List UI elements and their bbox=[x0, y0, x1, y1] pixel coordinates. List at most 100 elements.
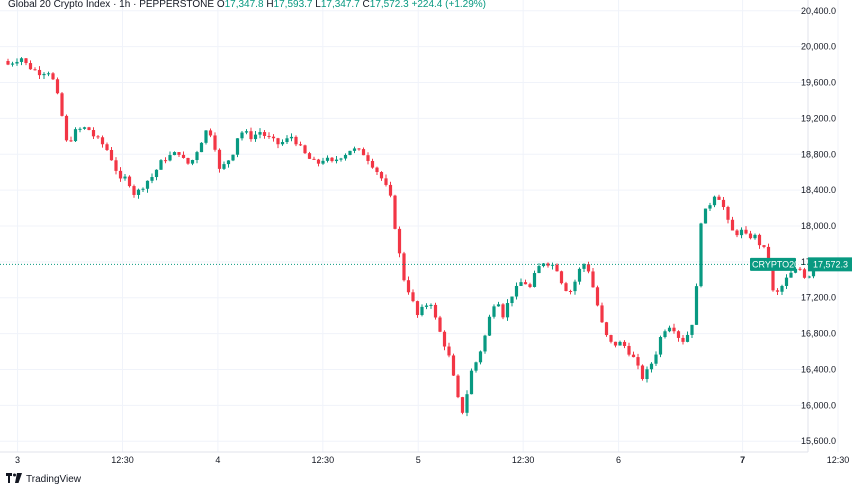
candle-body[interactable] bbox=[343, 154, 348, 159]
candle-body[interactable] bbox=[213, 135, 217, 150]
candle-body[interactable] bbox=[154, 169, 159, 178]
candle-body[interactable] bbox=[69, 140, 73, 142]
candle-body[interactable] bbox=[582, 264, 586, 269]
candle-body[interactable] bbox=[132, 186, 136, 195]
candle-body[interactable] bbox=[195, 152, 199, 160]
candle-body[interactable] bbox=[168, 155, 172, 161]
candle-body[interactable] bbox=[762, 245, 766, 247]
candle-body[interactable] bbox=[717, 196, 721, 200]
candle-body[interactable] bbox=[802, 269, 807, 278]
candle-body[interactable] bbox=[370, 160, 375, 168]
interval[interactable]: 1h bbox=[119, 0, 131, 10]
candle-body[interactable] bbox=[361, 149, 366, 156]
candle-body[interactable] bbox=[136, 189, 141, 195]
candle-body[interactable] bbox=[528, 284, 532, 287]
candle-body[interactable] bbox=[586, 264, 591, 272]
candle-body[interactable] bbox=[145, 180, 150, 189]
candle-body[interactable] bbox=[744, 229, 748, 234]
candle-body[interactable] bbox=[474, 362, 478, 371]
candle-body[interactable] bbox=[658, 337, 663, 355]
candle-body[interactable] bbox=[177, 152, 181, 155]
candle-body[interactable] bbox=[411, 292, 415, 302]
candle-body[interactable] bbox=[366, 155, 370, 161]
candle-body[interactable] bbox=[204, 130, 208, 143]
candle-body[interactable] bbox=[262, 132, 267, 136]
candle-body[interactable] bbox=[487, 316, 492, 336]
candle-body[interactable] bbox=[510, 296, 514, 304]
candle-body[interactable] bbox=[793, 268, 798, 273]
candle-body[interactable] bbox=[60, 93, 64, 116]
candle-body[interactable] bbox=[577, 268, 582, 282]
candle-body[interactable] bbox=[568, 290, 573, 292]
candle-body[interactable] bbox=[685, 334, 690, 342]
candle-body[interactable] bbox=[285, 138, 289, 143]
candle-body[interactable] bbox=[766, 246, 771, 263]
candle-body[interactable] bbox=[339, 158, 343, 160]
candle-body[interactable] bbox=[15, 61, 19, 64]
candle-body[interactable] bbox=[312, 158, 316, 160]
candle-body[interactable] bbox=[721, 199, 726, 208]
candle-body[interactable] bbox=[424, 305, 429, 307]
candle-body[interactable] bbox=[96, 136, 100, 138]
candle-body[interactable] bbox=[415, 301, 420, 316]
candle-body[interactable] bbox=[429, 304, 433, 306]
candle-body[interactable] bbox=[163, 160, 168, 162]
candle-body[interactable] bbox=[591, 271, 595, 288]
candle-body[interactable] bbox=[537, 266, 541, 274]
candle-body[interactable] bbox=[573, 281, 577, 292]
candle-body[interactable] bbox=[100, 137, 105, 145]
candle-body[interactable] bbox=[190, 159, 195, 164]
candle-body[interactable] bbox=[379, 172, 384, 179]
candle-body[interactable] bbox=[267, 135, 271, 137]
candle-body[interactable] bbox=[123, 176, 127, 179]
candle-body[interactable] bbox=[613, 341, 618, 346]
candle-body[interactable] bbox=[240, 132, 244, 139]
candle-body[interactable] bbox=[388, 184, 393, 196]
candle-body[interactable] bbox=[712, 196, 717, 206]
candle-body[interactable] bbox=[325, 157, 330, 161]
candle-body[interactable] bbox=[186, 157, 190, 164]
candle-body[interactable] bbox=[352, 148, 357, 151]
price-axis[interactable]: 20,400.0 20,000.0 19,600.0 19,200.0 18,800.0… bbox=[801, 6, 836, 446]
candle-body[interactable] bbox=[24, 58, 28, 64]
candle-body[interactable] bbox=[397, 228, 402, 254]
candle-body[interactable] bbox=[514, 285, 519, 297]
candle-body[interactable] bbox=[667, 327, 672, 332]
candle-body[interactable] bbox=[708, 205, 712, 209]
candle-body[interactable] bbox=[483, 335, 487, 352]
candle-body[interactable] bbox=[478, 351, 483, 363]
candle-body[interactable] bbox=[622, 341, 627, 346]
candle-body[interactable] bbox=[316, 159, 321, 164]
candle-body[interactable] bbox=[357, 148, 361, 150]
candle-body[interactable] bbox=[798, 268, 802, 270]
candle-body[interactable] bbox=[159, 160, 163, 170]
candle-body[interactable] bbox=[249, 131, 253, 140]
candle-body[interactable] bbox=[640, 365, 645, 380]
candle-body[interactable] bbox=[199, 142, 204, 153]
candle-body[interactable] bbox=[235, 138, 240, 155]
candle-body[interactable] bbox=[118, 170, 123, 179]
candle-body[interactable] bbox=[334, 159, 339, 162]
candle-body[interactable] bbox=[442, 331, 447, 347]
candle-body[interactable] bbox=[402, 253, 406, 281]
candle-body[interactable] bbox=[433, 304, 438, 318]
candle-body[interactable] bbox=[735, 230, 739, 236]
candle-body[interactable] bbox=[73, 129, 78, 142]
candle-body[interactable] bbox=[141, 188, 145, 190]
candle-body[interactable] bbox=[10, 63, 15, 65]
candle-body[interactable] bbox=[676, 331, 681, 338]
candle-body[interactable] bbox=[33, 69, 37, 71]
candle-body[interactable] bbox=[393, 195, 397, 229]
candle-body[interactable] bbox=[775, 290, 780, 292]
candle-body[interactable] bbox=[258, 132, 262, 135]
candle-body[interactable] bbox=[595, 287, 600, 306]
candle-body[interactable] bbox=[757, 234, 762, 246]
candle-body[interactable] bbox=[690, 324, 694, 335]
candle-body[interactable] bbox=[271, 136, 276, 139]
candle-body[interactable] bbox=[253, 134, 258, 140]
candle-body[interactable] bbox=[298, 144, 303, 146]
candle-body[interactable] bbox=[636, 357, 640, 366]
candle-body[interactable] bbox=[276, 138, 280, 145]
candle-body[interactable] bbox=[105, 144, 109, 150]
